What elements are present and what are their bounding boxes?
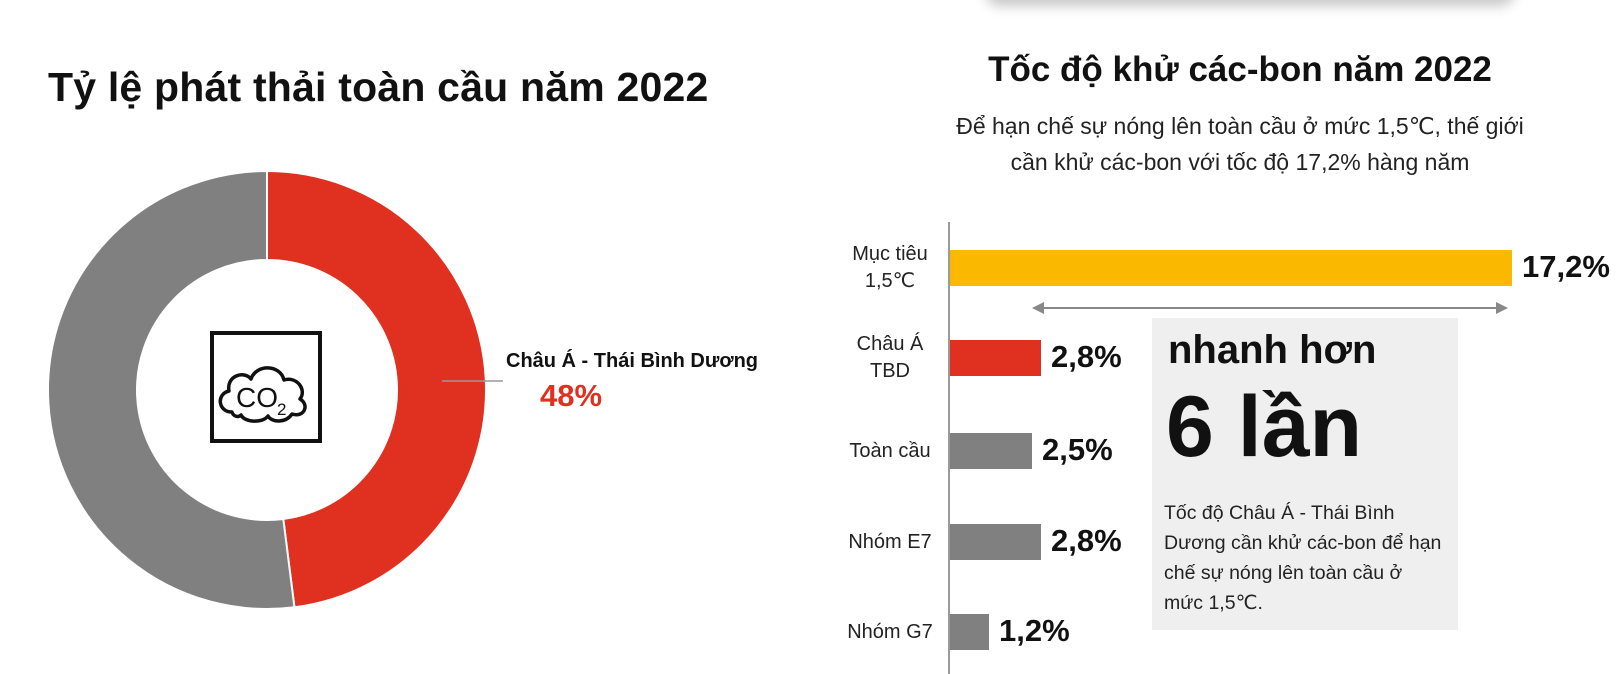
bar-category-label-line: Mục tiêu xyxy=(852,243,928,265)
co2-icon-subscript: 2 xyxy=(277,400,286,419)
bar-category-label-line: Châu Á xyxy=(856,333,924,355)
donut-slice-1 xyxy=(47,169,296,610)
bar xyxy=(950,524,1041,560)
bar xyxy=(950,340,1041,376)
donut-slice-0 xyxy=(266,169,487,609)
co2-cloud-icon: CO 2 xyxy=(210,331,322,443)
decarbonization-subtitle: Để hạn chế sự nóng lên toàn cầu ở mức 1,… xyxy=(880,108,1600,180)
bar-category-label-line: Toàn cầu xyxy=(849,439,931,462)
asia-pacific-slice-label: Châu Á - Thái Bình Dương xyxy=(506,350,759,372)
bar-category-label-line: TBD xyxy=(870,360,910,382)
bar-value-label: 1,2% xyxy=(999,613,1070,648)
bar-category-label-line: Nhóm G7 xyxy=(847,620,933,643)
bar-category-label: Mục tiêu 1,5℃ xyxy=(790,241,990,295)
callout-box: nhanh hơn 6 lần Tốc độ Châu Á - Thái Bìn… xyxy=(1152,318,1458,630)
bar-category-label: Nhóm E7 xyxy=(790,529,990,556)
bar-category-label: Toàn cầu xyxy=(790,438,990,465)
bar-chart-axis xyxy=(948,222,950,674)
bar-category-label: Châu Á TBD xyxy=(790,331,990,385)
emissions-share-title: Tỷ lệ phát thải toàn cầu năm 2022 xyxy=(48,64,709,110)
subtitle-line-1: Để hạn chế sự nóng lên toàn cầu ở mức 1,… xyxy=(956,113,1524,139)
callout-multiplier: 6 lần xyxy=(1166,379,1362,475)
comparison-arrow-icon xyxy=(1032,302,1508,314)
bar-category-label-line: Nhóm E7 xyxy=(848,530,932,553)
bar-value-label: 2,8% xyxy=(1051,339,1122,374)
bar-value-label: 17,2% xyxy=(1522,249,1610,284)
callout-description: Tốc độ Châu Á - Thái Bình Dương cần khử … xyxy=(1164,502,1442,614)
co2-icon-text: CO xyxy=(236,382,278,413)
subtitle-line-2: cần khử các-bon với tốc độ 17,2% hàng nă… xyxy=(1010,149,1470,175)
bar-value-label: 2,8% xyxy=(1051,523,1122,558)
bar-value-label: 2,5% xyxy=(1042,432,1113,467)
bar xyxy=(950,614,989,650)
bar xyxy=(950,433,1032,469)
emissions-donut-chart: CO 2 xyxy=(47,169,503,610)
decarbonization-title: Tốc độ khử các-bon năm 2022 xyxy=(988,50,1492,89)
bar-category-label-line: 1,5℃ xyxy=(864,270,916,292)
bar-category-label: Nhóm G7 xyxy=(790,619,990,646)
asia-pacific-slice-value: 48% xyxy=(540,378,603,413)
bar xyxy=(950,250,1512,286)
callout-faster-label: nhanh hơn xyxy=(1168,328,1377,372)
